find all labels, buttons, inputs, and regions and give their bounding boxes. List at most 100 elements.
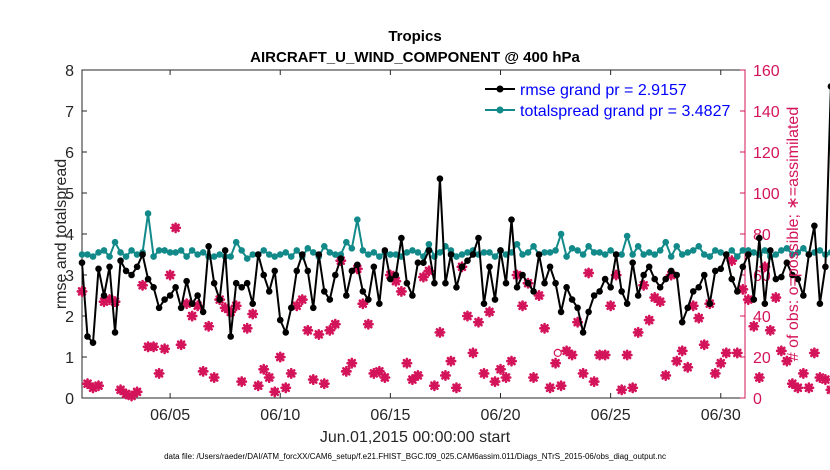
totalspread-point	[640, 251, 647, 258]
chart-subtitle: AIRCRAFT_U_WIND_COMPONENT @ 400 hPa	[250, 49, 580, 66]
rmse-point	[684, 304, 692, 312]
rmse-point	[458, 263, 466, 271]
totalspread-point	[601, 251, 609, 258]
y-tick-label: 5	[65, 186, 74, 203]
rmse-point	[320, 288, 328, 295]
y-tick-label: 2	[65, 309, 74, 326]
totalspread-point	[84, 251, 91, 258]
rmse-point	[122, 267, 130, 275]
obs-assimilated-point	[98, 296, 110, 308]
rmse-point	[78, 259, 86, 267]
x-tick-label: 06/05	[150, 407, 190, 424]
obs-assimilated-point	[280, 382, 292, 394]
rmse-point	[816, 300, 824, 308]
totalspread-point	[243, 255, 251, 262]
obs-assimilated-point	[638, 279, 650, 291]
obs-assimilated-point	[203, 320, 215, 332]
totalspread-point	[689, 247, 697, 254]
totalspread-point	[618, 251, 625, 258]
obs-assimilated-point	[803, 382, 815, 394]
rmse-point	[623, 300, 631, 308]
obs-assimilated-point	[632, 326, 644, 338]
obs-assimilated-point	[417, 271, 429, 283]
obs-assimilated-point	[517, 300, 529, 312]
y-tick-label: 0	[65, 391, 74, 408]
totalspread-point	[309, 249, 317, 256]
totalspread-point	[166, 249, 174, 256]
rmse-point	[271, 267, 279, 275]
obs-assimilated-point	[610, 269, 622, 281]
rmse-point	[750, 296, 758, 303]
rmse-point	[794, 275, 802, 283]
obs-assimilated-point	[318, 378, 330, 390]
rmse-point	[530, 288, 537, 295]
totalspread-point	[304, 245, 312, 252]
totalspread-point	[172, 249, 179, 256]
rmse-point	[783, 259, 791, 267]
totalspread-point	[634, 243, 642, 250]
totalspread-point	[265, 251, 273, 258]
totalspread-point	[161, 247, 168, 254]
totalspread-point	[89, 253, 97, 260]
rmse-point	[260, 271, 268, 279]
rmse-point	[315, 251, 323, 258]
totalspread-point	[155, 247, 163, 254]
y-right-tick-label: 0	[753, 391, 762, 408]
rmse-point	[431, 279, 438, 287]
rmse-point	[304, 267, 312, 275]
obs-assimilated-point	[770, 292, 782, 304]
rmse-point	[150, 284, 157, 291]
totalspread-point	[249, 251, 257, 258]
rmse-point	[337, 255, 345, 262]
rmse-point	[706, 300, 714, 308]
rmse-point	[276, 316, 284, 324]
totalspread-point	[673, 243, 681, 250]
rmse-point	[177, 304, 185, 312]
totalspread-point	[733, 253, 741, 260]
obs-assimilated-point	[781, 355, 793, 367]
totalspread-point	[392, 251, 400, 258]
rmse-point	[95, 265, 102, 273]
rmse-point	[722, 251, 730, 258]
x-tick-label: 06/25	[591, 407, 631, 424]
rmse-point	[464, 257, 471, 264]
y-right-tick-label: 40	[753, 309, 771, 326]
rmse-point	[590, 292, 598, 299]
rmse-point	[767, 247, 774, 254]
rmse-point	[772, 275, 780, 283]
obs-assimilated-point	[263, 372, 275, 383]
totalspread-point	[293, 247, 301, 254]
totalspread-point	[133, 251, 141, 258]
obs-assimilated-point	[401, 357, 413, 369]
totalspread-point	[623, 232, 631, 240]
totalspread-point	[227, 253, 234, 260]
obs-assimilated-point	[753, 372, 765, 383]
rmse-point	[519, 271, 526, 279]
totalspread-series	[78, 210, 830, 262]
rmse-point	[287, 304, 295, 312]
obs-assimilated-point	[131, 386, 143, 398]
rmse-point	[612, 251, 620, 258]
obs-assimilated-point	[137, 279, 149, 291]
totalspread-point	[772, 251, 780, 258]
obs-assimilated-point	[495, 363, 507, 375]
obs-assimilated-point	[616, 384, 628, 396]
rmse-point	[309, 304, 317, 312]
obs-assimilated-point	[340, 365, 352, 377]
obs-assimilated-point	[87, 382, 99, 394]
totalspread-point	[656, 247, 664, 254]
totalspread-point	[387, 251, 394, 258]
rmse-point	[607, 284, 614, 291]
obs-assimilated-point	[82, 378, 94, 390]
rmse-point	[111, 329, 119, 336]
totalspread-point	[728, 247, 736, 254]
obs-assimilated-point	[208, 372, 220, 383]
obs-assimilated-point	[285, 367, 297, 379]
obs-assimilated-point	[621, 349, 633, 361]
obs-assimilated-point	[665, 269, 677, 281]
obs-assimilated-point	[423, 265, 435, 277]
obs-assimilated-point	[450, 382, 462, 394]
rmse-point	[486, 263, 493, 271]
obs-assimilated-point	[439, 369, 451, 381]
